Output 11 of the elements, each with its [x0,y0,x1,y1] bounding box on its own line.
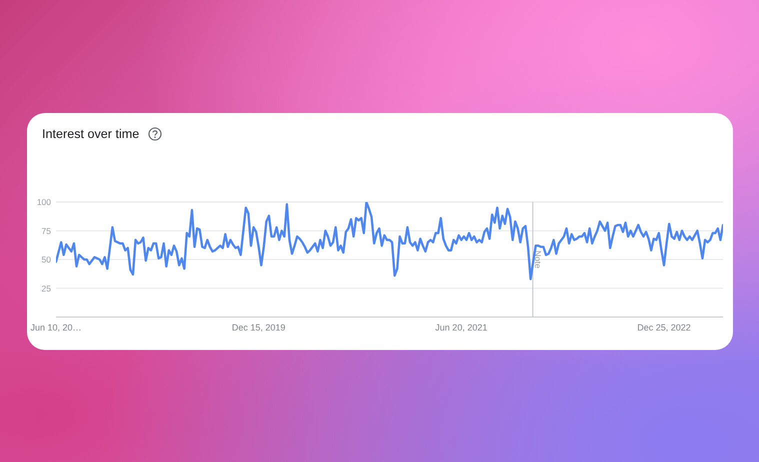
x-tick-label: Jun 10, 20… [30,322,82,332]
x-tick-label: Dec 15, 2019 [232,322,286,332]
y-tick-label: 50 [42,254,52,265]
x-tick-label: Dec 25, 2022 [637,322,691,332]
y-tick-label: 75 [42,226,52,236]
x-tick-label: Jun 20, 2021 [435,322,488,332]
y-tick-label: 25 [42,283,52,294]
y-tick-label: 100 [36,197,52,208]
chart-title: Interest over time [42,126,140,142]
line-series [56,202,723,280]
ref-line-label: Note [532,250,543,269]
